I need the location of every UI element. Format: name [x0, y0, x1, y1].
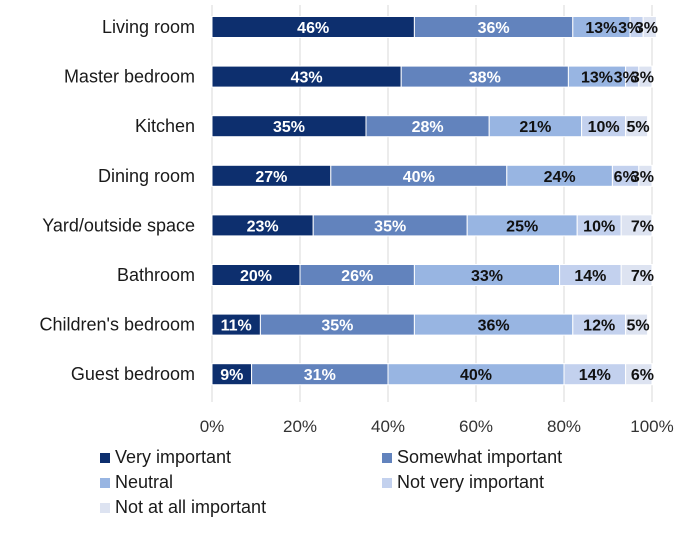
bar-segment [620, 264, 653, 286]
data-label: 43% [291, 70, 323, 87]
data-label: 3% [614, 70, 637, 87]
category-label: Master bedroom [64, 67, 195, 87]
data-label: 36% [478, 318, 510, 335]
x-tick-label: 80% [547, 417, 581, 436]
data-label: 36% [478, 20, 510, 37]
x-tick-label: 20% [283, 417, 317, 436]
category-label: Children's bedroom [39, 315, 195, 335]
data-label: 40% [460, 367, 492, 384]
bar-segment [642, 16, 657, 38]
x-tick-label: 60% [459, 417, 493, 436]
data-label: 13% [581, 70, 613, 87]
data-label: 9% [220, 367, 243, 384]
data-label: 7% [631, 268, 654, 285]
data-label: 6% [631, 367, 654, 384]
category-label: Living room [102, 17, 195, 37]
data-label: 26% [341, 268, 373, 285]
data-label: 31% [304, 367, 336, 384]
category-label: Yard/outside space [42, 215, 195, 235]
data-label: 13% [585, 20, 617, 37]
data-label: 28% [412, 119, 444, 136]
data-label: 24% [544, 169, 576, 186]
data-label: 35% [374, 218, 406, 235]
data-label: 27% [255, 169, 287, 186]
data-label: 10% [583, 218, 615, 235]
data-label: 3% [618, 20, 641, 37]
x-tick-label: 40% [371, 417, 405, 436]
data-label: 33% [471, 268, 503, 285]
data-label: 14% [574, 268, 606, 285]
bar-segment [625, 363, 653, 386]
data-label: 3% [635, 20, 658, 37]
data-label: 21% [519, 119, 551, 136]
data-label: 3% [631, 70, 654, 87]
bar-segment [620, 214, 653, 237]
data-label: 3% [631, 169, 654, 186]
legend-swatch [100, 453, 110, 463]
data-label: 7% [631, 218, 654, 235]
data-label: 14% [579, 367, 611, 384]
category-label: Bathroom [117, 265, 195, 285]
data-label: 23% [247, 218, 279, 235]
legend-swatch [382, 453, 392, 463]
bar-segment [638, 164, 653, 187]
data-label: 5% [626, 119, 649, 136]
data-label: 12% [583, 318, 615, 335]
data-label: 38% [469, 70, 501, 87]
legend-label: Very important [115, 447, 231, 467]
legend-swatch [382, 478, 392, 488]
x-tick-label: 0% [200, 417, 225, 436]
bar-segment [625, 313, 649, 336]
data-label: 20% [240, 268, 272, 285]
bar-segment [625, 115, 649, 138]
legend-label: Somewhat important [397, 447, 562, 467]
legend-label: Neutral [115, 472, 173, 492]
legend-swatch [100, 503, 110, 513]
data-label: 35% [321, 318, 353, 335]
data-label: 35% [273, 119, 305, 136]
data-label: 6% [614, 169, 637, 186]
data-label: 5% [626, 318, 649, 335]
legend-label: Not at all important [115, 497, 266, 517]
data-label: 46% [297, 20, 329, 37]
category-label: Dining room [98, 166, 195, 186]
data-label: 40% [403, 169, 435, 186]
x-tick-label: 100% [630, 417, 673, 436]
data-label: 10% [588, 119, 620, 136]
data-label: 25% [506, 218, 538, 235]
category-label: Kitchen [135, 116, 195, 136]
data-label: 11% [221, 318, 252, 335]
legend-swatch [100, 478, 110, 488]
legend-label: Not very important [397, 472, 544, 492]
bar-segment [638, 65, 653, 88]
category-label: Guest bedroom [71, 364, 195, 384]
